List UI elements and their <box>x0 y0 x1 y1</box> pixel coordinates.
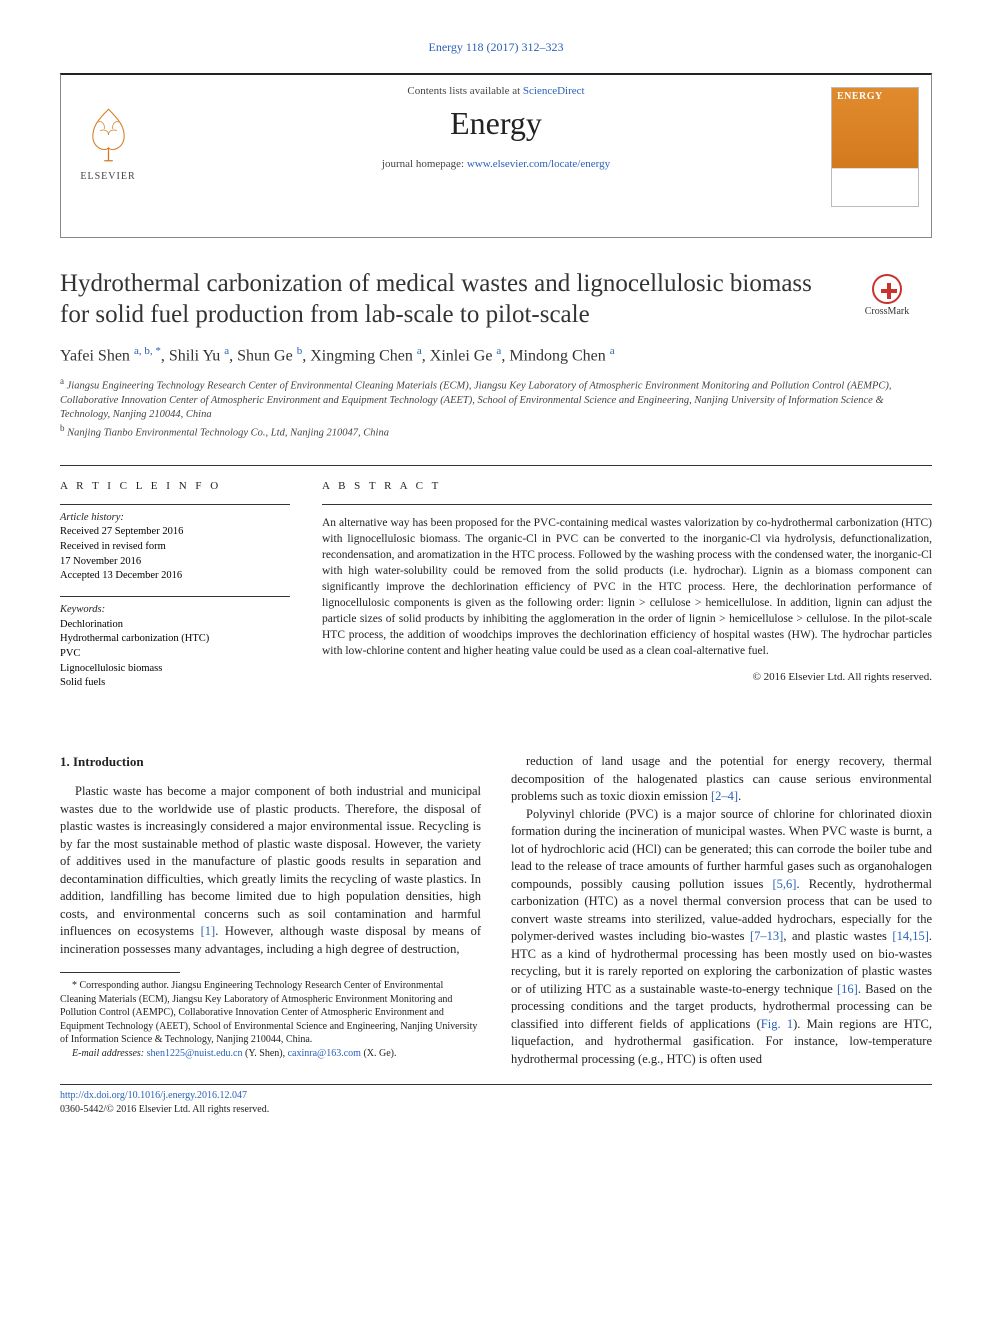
page-footer: http://dx.doi.org/10.1016/j.energy.2016.… <box>60 1084 932 1117</box>
section-heading: 1. Introduction <box>60 753 481 771</box>
footnote-separator <box>60 972 180 973</box>
email-link-2[interactable]: caxinra@163.com <box>288 1048 361 1059</box>
history-label: Article history: <box>60 511 290 526</box>
issn-copyright: 0360-5442/© 2016 Elsevier Ltd. All right… <box>60 1103 932 1117</box>
affiliations: a Jiangsu Engineering Technology Researc… <box>60 375 932 441</box>
cover-title: ENERGY <box>832 88 918 105</box>
sciencedirect-link[interactable]: ScienceDirect <box>523 85 585 97</box>
journal-name: Energy <box>73 105 919 142</box>
abstract-text: An alternative way has been proposed for… <box>322 504 932 660</box>
contents-availability: Contents lists available at ScienceDirec… <box>73 85 919 97</box>
keyword-item: PVC <box>60 647 290 662</box>
doi-link[interactable]: http://dx.doi.org/10.1016/j.energy.2016.… <box>60 1090 247 1101</box>
contents-prefix: Contents lists available at <box>407 85 522 97</box>
keyword-item: Hydrothermal carbonization (HTC) <box>60 632 290 647</box>
elsevier-tree-icon <box>81 105 136 165</box>
article-info-heading: A R T I C L E I N F O <box>60 466 290 504</box>
journal-homepage: journal homepage: www.elsevier.com/locat… <box>73 158 919 170</box>
citation-ref[interactable]: [2–4] <box>711 789 738 803</box>
citation-ref[interactable]: [5,6] <box>772 877 796 891</box>
journal-cover-thumbnail: ENERGY <box>831 87 919 207</box>
author-list: Yafei Shen a, b, *, Shili Yu a, Shun Ge … <box>60 345 932 365</box>
email-addresses: E-mail addresses: shen1225@nuist.edu.cn … <box>60 1047 481 1061</box>
crossmark-label: CrossMark <box>842 306 932 317</box>
publisher-name: ELSEVIER <box>73 171 143 182</box>
article-title: Hydrothermal carbonization of medical wa… <box>60 268 822 331</box>
crossmark-icon <box>872 274 902 304</box>
affiliation-b: Nanjing Tianbo Environmental Technology … <box>67 427 389 438</box>
keywords-label: Keywords: <box>60 603 290 618</box>
corresponding-author-note: * Corresponding author. Jiangsu Engineer… <box>60 979 481 1047</box>
homepage-link[interactable]: www.elsevier.com/locate/energy <box>467 158 610 170</box>
abstract-copyright: © 2016 Elsevier Ltd. All rights reserved… <box>322 671 932 683</box>
affiliation-a: Jiangsu Engineering Technology Research … <box>60 380 892 419</box>
email-link-1[interactable]: shen1225@nuist.edu.cn <box>147 1048 243 1059</box>
abstract-heading: A B S T R A C T <box>322 466 932 504</box>
crossmark-badge[interactable]: CrossMark <box>842 274 932 317</box>
citation-ref[interactable]: [14,15] <box>892 929 928 943</box>
citation-ref[interactable]: [1] <box>201 924 216 938</box>
email-label: E-mail addresses: <box>72 1048 147 1059</box>
publisher-logo: ELSEVIER <box>73 105 143 182</box>
keyword-item: Solid fuels <box>60 676 290 691</box>
homepage-prefix: journal homepage: <box>382 158 467 170</box>
intro-paragraph-1: Plastic waste has become a major compone… <box>60 783 481 958</box>
history-accepted: Accepted 13 December 2016 <box>60 569 290 584</box>
article-body: 1. Introduction Plastic waste has become… <box>60 753 932 1068</box>
figure-ref[interactable]: Fig. 1 <box>761 1017 793 1031</box>
keyword-item: Dechlorination <box>60 618 290 633</box>
citation-ref[interactable]: [7–13] <box>750 929 783 943</box>
keyword-item: Lignocellulosic biomass <box>60 662 290 677</box>
citation-line: Energy 118 (2017) 312–323 <box>60 40 932 55</box>
intro-paragraph-2: Polyvinyl chloride (PVC) is a major sour… <box>511 806 932 1069</box>
journal-header: ELSEVIER Contents lists available at Sci… <box>60 73 932 238</box>
keywords-block: Keywords: DechlorinationHydrothermal car… <box>60 596 290 703</box>
history-received: Received 27 September 2016 <box>60 525 290 540</box>
citation-ref[interactable]: [16] <box>837 982 858 996</box>
intro-paragraph-1-cont: reduction of land usage and the potentia… <box>511 753 932 806</box>
history-revised: Received in revised form 17 November 201… <box>60 540 290 569</box>
article-history: Article history: Received 27 September 2… <box>60 504 290 596</box>
